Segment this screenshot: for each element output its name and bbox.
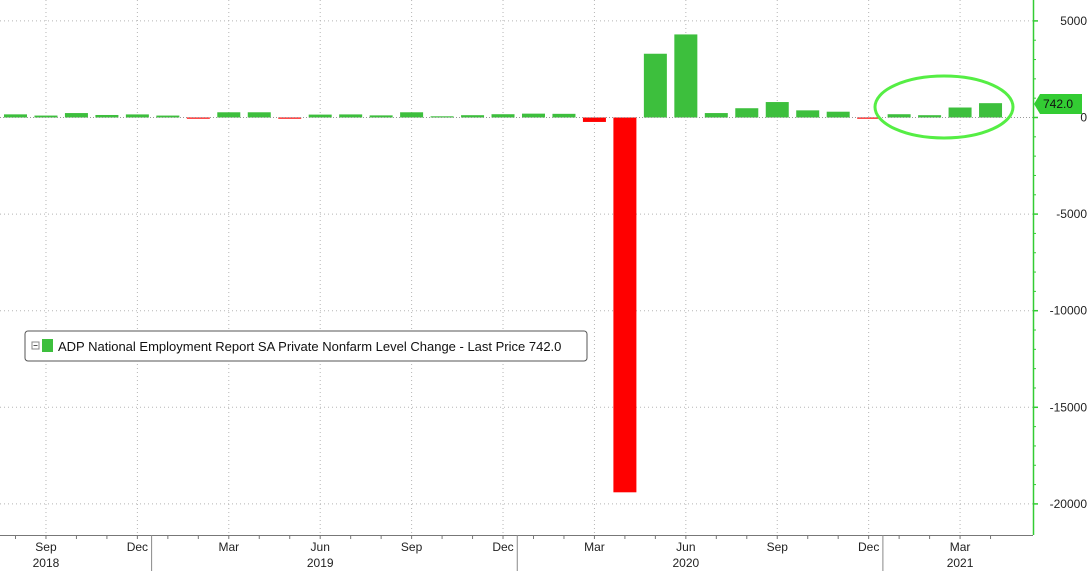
- y-tick-label: -5000: [1056, 207, 1087, 221]
- legend-box: [24, 330, 588, 362]
- x-tick-label: Mar: [584, 540, 605, 554]
- bar: [826, 111, 850, 118]
- bar: [857, 117, 881, 119]
- x-tick-label: Mar: [218, 540, 239, 554]
- highlight-ellipse: [873, 74, 1015, 140]
- legend-swatch: [42, 339, 53, 352]
- bars: [4, 34, 1003, 493]
- x-tick-label: Jun: [676, 540, 695, 554]
- bar: [613, 117, 637, 493]
- bar: [765, 102, 789, 118]
- x-tick-label: Dec: [492, 540, 513, 554]
- x-tick-label: Dec: [858, 540, 879, 554]
- x-year-label: 2018: [33, 556, 60, 570]
- bar: [308, 114, 332, 118]
- bar: [643, 53, 667, 118]
- bar: [491, 114, 515, 118]
- x-tick-label: Sep: [767, 540, 789, 554]
- bar: [217, 112, 241, 118]
- bar: [979, 103, 1003, 118]
- bar: [430, 116, 454, 118]
- bar: [4, 114, 27, 118]
- x-year-label: 2019: [307, 556, 334, 570]
- y-tick-label: 0: [1080, 111, 1087, 125]
- bar: [400, 112, 424, 118]
- last-price-value: 742.0: [1043, 97, 1073, 111]
- legend: ADP National Employment Report SA Privat…: [24, 330, 588, 362]
- bar: [918, 115, 942, 118]
- bar: [64, 113, 88, 118]
- x-year-label: 2021: [947, 556, 974, 570]
- bar: [339, 114, 363, 118]
- bar: [674, 34, 698, 118]
- bar: [552, 113, 576, 118]
- x-tick-label: Sep: [35, 540, 57, 554]
- bar: [95, 114, 119, 118]
- x-tick-label: Sep: [401, 540, 423, 554]
- bar: [887, 114, 911, 118]
- bar: [521, 113, 545, 118]
- bar: [461, 115, 485, 118]
- bar: [704, 113, 728, 118]
- bar: [735, 108, 759, 118]
- last-price-tag-shape: [1034, 94, 1082, 114]
- y-tick-label: -20000: [1050, 497, 1088, 511]
- bar: [582, 117, 606, 122]
- y-tick-label: 5000: [1060, 14, 1087, 28]
- x-tick-label: Jun: [311, 540, 330, 554]
- bar: [34, 115, 58, 118]
- bar: [247, 112, 271, 118]
- x-year-label: 2020: [672, 556, 699, 570]
- bar: [125, 114, 149, 118]
- legend-label: ADP National Employment Report SA Privat…: [58, 339, 561, 354]
- bar: [156, 115, 180, 118]
- last-price-tag: 742.0: [1034, 94, 1082, 114]
- bar: [796, 110, 820, 118]
- x-tick-label: Dec: [127, 540, 148, 554]
- bar: [186, 117, 210, 119]
- bar: [369, 115, 393, 118]
- bar: [278, 117, 302, 119]
- gridlines: [0, 0, 1033, 535]
- x-tick-label: Mar: [950, 540, 971, 554]
- y-tick-label: -15000: [1050, 400, 1088, 414]
- bar: [948, 107, 972, 118]
- y-tick-label: -10000: [1050, 304, 1088, 318]
